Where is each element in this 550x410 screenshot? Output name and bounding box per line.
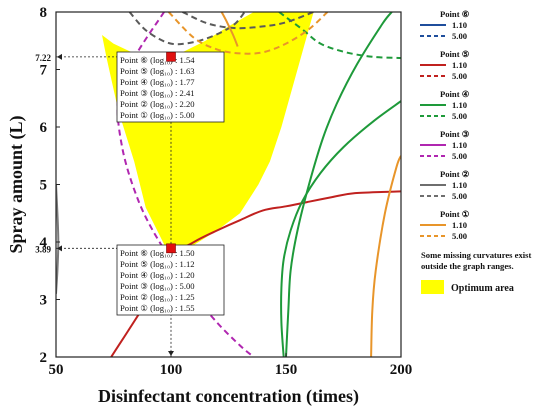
legend-group-title: Point ⑤	[440, 49, 470, 59]
legend-entry-label: 5.00	[452, 191, 467, 201]
marker-point	[166, 243, 176, 254]
y-axis-title: Spray amount (L)	[6, 115, 27, 253]
marker-y-label: 3.89	[35, 244, 51, 254]
marker-y-label: 7.22	[35, 53, 51, 63]
legend-group-1: Point ⑤1.105.00	[420, 49, 470, 81]
legend-group-0: Point ⑥1.105.00	[420, 9, 470, 41]
guide-arrowhead	[168, 351, 174, 356]
guide-arrowhead	[57, 245, 62, 252]
x-axis-title: Disinfectant concentration (times)	[98, 386, 359, 407]
legend-note: outside the graph ranges.	[421, 261, 514, 271]
annotation-frame	[116, 51, 225, 123]
series-curve-4	[280, 100, 401, 357]
y-tick-label: 8	[40, 5, 48, 21]
legend-entry-label: 1.10	[452, 220, 467, 230]
optimum-area	[102, 12, 314, 259]
annotation-line: Point ④ (log₁₀) : 1.77	[120, 77, 195, 87]
markers	[166, 52, 176, 254]
legend-group-3: Point ③1.105.00	[420, 129, 470, 161]
series-curve-12	[220, 12, 239, 47]
annotation-line: Point ③ (log₁₀) : 2.41	[120, 88, 195, 98]
legend-entry-label: 1.10	[452, 20, 467, 30]
annotation-line: Point ① (log₁₀) : 5.00	[120, 110, 195, 120]
legend-note: Some missing curvatures exist	[421, 250, 531, 260]
series-curve-5	[278, 12, 401, 59]
y-tick-label: 3	[40, 293, 48, 309]
legend-group-2: Point ④1.105.00	[420, 89, 470, 121]
annotation-line: Point ⑤ (log₁₀) : 1.12	[120, 259, 195, 269]
legend-entry-label: 1.10	[452, 140, 467, 150]
annotation-line: Point ⑥ (log₁₀) : 1.50	[120, 248, 195, 258]
legend-entry-label: 1.10	[452, 60, 467, 70]
annotation-line: Point ⑥ (log₁₀) : 1.54	[120, 55, 195, 65]
legend-entry-label: 5.00	[452, 151, 467, 161]
guide-arrowhead	[57, 53, 62, 60]
y-tick-label: 2	[40, 350, 48, 366]
series-curve-13	[370, 155, 401, 357]
legend-optimum-swatch	[421, 280, 444, 294]
legend-group-title: Point ⑥	[440, 9, 470, 19]
x-tick-label: 100	[160, 362, 183, 378]
annotation-line: Point ④ (log₁₀) : 1.20	[120, 270, 195, 280]
legend-group-4: Point ②1.105.00	[420, 169, 470, 201]
marker-point	[166, 52, 176, 62]
legend-entry-label: 5.00	[452, 71, 467, 81]
plot-area	[56, 12, 401, 357]
y-tick-label: 5	[40, 178, 48, 194]
annotation-line: Point ⑤ (log₁₀) : 1.63	[120, 66, 195, 76]
legend-entry-label: 1.10	[452, 180, 467, 190]
legend-group-title: Point ④	[440, 89, 470, 99]
y-tick-label: 7	[40, 63, 48, 79]
legend-group-5: Point ①1.105.00	[420, 209, 470, 241]
x-tick-label: 150	[275, 362, 298, 378]
legend-group-title: Point ①	[440, 209, 470, 219]
x-tick-label: 200	[390, 362, 413, 378]
axes: 50 100 150 200 2 3 4 5 6 7 8 Disinfectant concentra…	[6, 5, 412, 407]
legend-entry-label: 1.10	[452, 100, 467, 110]
legend-entry-label: 5.00	[452, 231, 467, 241]
y-tick-label: 6	[40, 120, 48, 136]
y-tick-label: 4	[40, 235, 48, 251]
legend-group-title: Point ③	[440, 129, 470, 139]
legend-group-title: Point ②	[440, 169, 470, 179]
annotation-line: Point ② (log₁₀) : 2.20	[120, 99, 195, 109]
annotation-line: Point ② (log₁₀) : 1.25	[120, 292, 195, 302]
series-curve-6	[285, 12, 393, 357]
legend-optimum-label: Optimum area	[451, 283, 514, 294]
series-curve-11	[182, 12, 314, 30]
legend-entry-label: 5.00	[452, 111, 467, 121]
annotation-line: Point ③ (log₁₀) : 5.00	[120, 281, 195, 291]
legend-entry-label: 5.00	[452, 31, 467, 41]
annotation-frame	[116, 244, 225, 316]
annotation-line: Point ① (log₁₀) : 1.55	[120, 303, 195, 313]
x-tick-label: 50	[49, 362, 64, 378]
